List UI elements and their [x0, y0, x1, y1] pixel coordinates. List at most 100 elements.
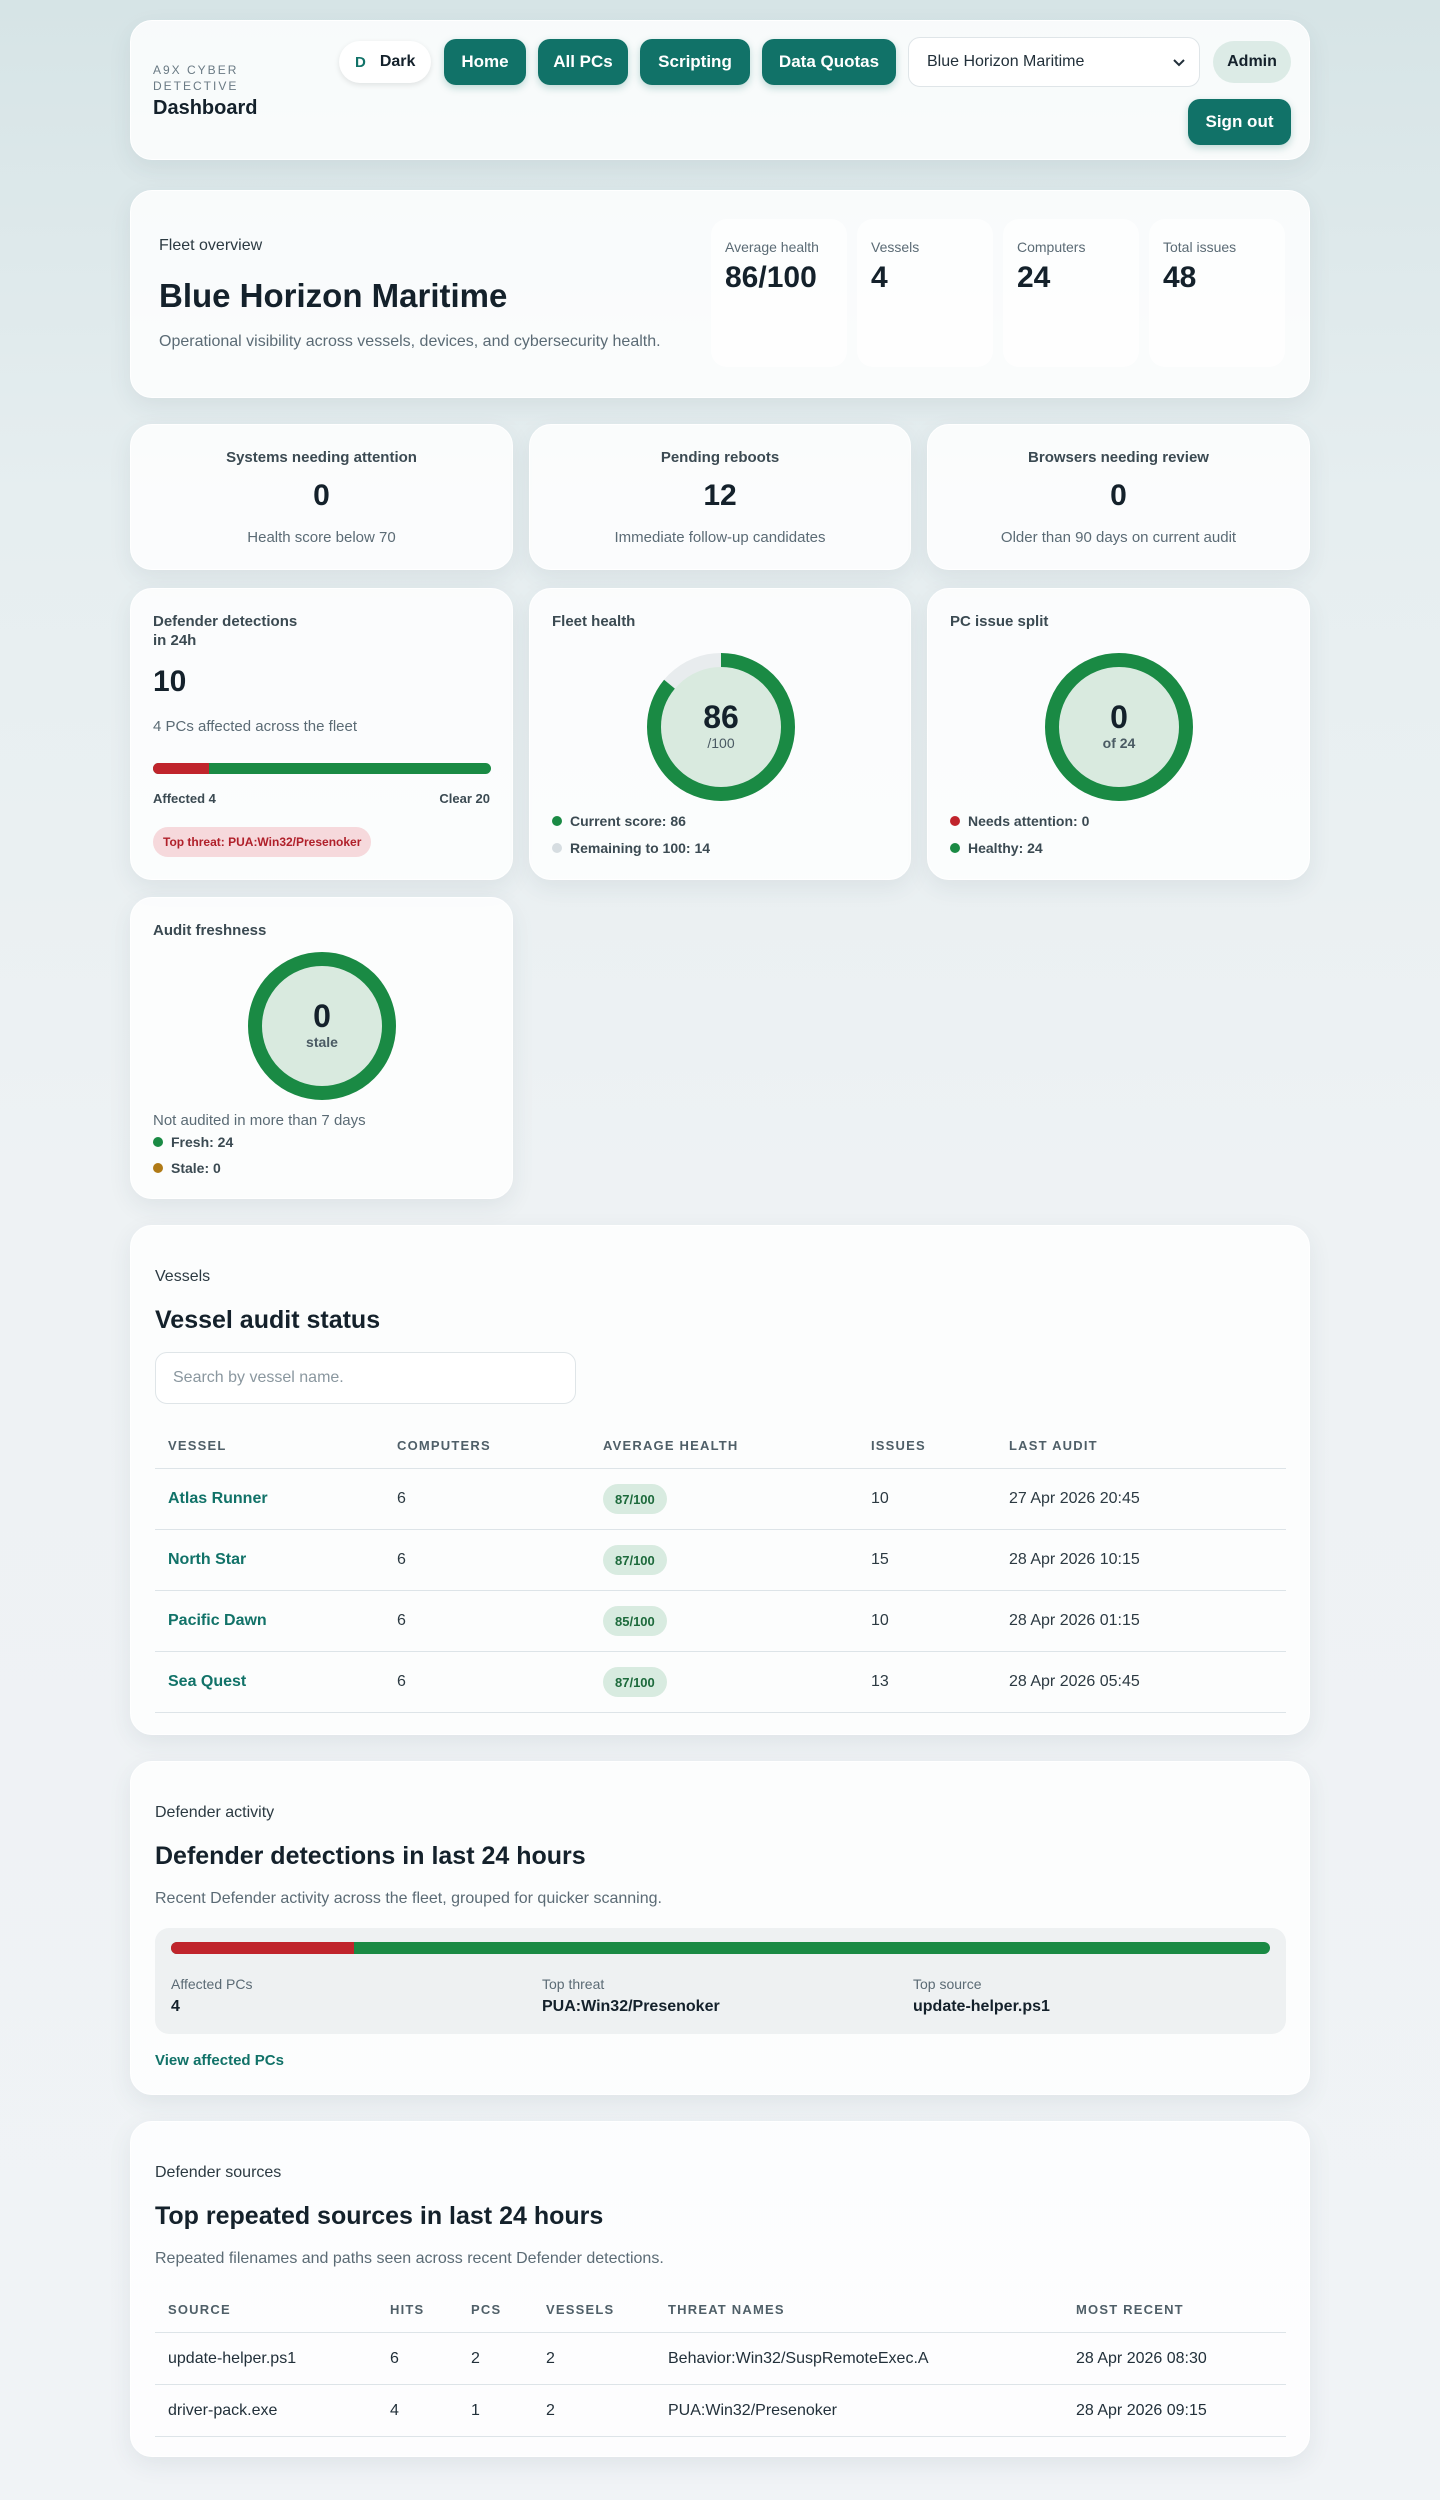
table-divider — [155, 2384, 1286, 2385]
source-vessels: 2 — [546, 2350, 555, 2367]
vessels-card: Vessels Vessel audit status Search by ve… — [130, 1225, 1310, 1735]
summary-title: Pending reboots — [660, 449, 780, 466]
defender-activity-card: Defender activity Defender detections in… — [130, 1761, 1310, 2095]
theme-toggle[interactable]: D Dark — [339, 41, 431, 83]
overview-company-name: Blue Horizon Maritime — [159, 277, 508, 314]
issue-split-sub: of 24 — [1102, 735, 1136, 751]
source-hits: 6 — [390, 2350, 399, 2367]
health-badge: 87/100 — [603, 1667, 667, 1697]
vessel-computers: 6 — [397, 1612, 406, 1629]
col-issues[interactable]: ISSUES — [871, 1438, 926, 1453]
col-source[interactable]: SOURCE — [168, 2302, 231, 2317]
activity-split-bar-affected — [171, 1942, 355, 1954]
page-title: Dashboard — [153, 97, 258, 119]
user-badge[interactable]: Admin — [1213, 41, 1291, 83]
vessels-eyebrow: Vessels — [155, 1268, 211, 1285]
defender-card-title-2: in 24h — [153, 632, 197, 649]
stat-label: Vessels — [871, 239, 920, 255]
sources-title: Top repeated sources in last 24 hours — [155, 2202, 604, 2230]
company-select[interactable]: Blue Horizon Maritime — [908, 37, 1200, 87]
chevron-down-icon — [1173, 59, 1185, 67]
fleet-health-card: Fleet health 86 /100 Current score: 86 R… — [529, 588, 911, 880]
sources-description: Repeated filenames and paths seen across… — [155, 2250, 664, 2267]
fleet-overview-card: Fleet overview Blue Horizon Maritime Ope… — [130, 190, 1310, 398]
vessel-issues: 15 — [871, 1551, 889, 1568]
vessels-title: Vessel audit status — [155, 1306, 381, 1334]
source-hits: 4 — [390, 2402, 399, 2419]
nav-data-quotas-button[interactable]: Data Quotas — [762, 39, 896, 85]
source-pcs: 1 — [471, 2402, 480, 2419]
vessel-link[interactable]: North Star — [168, 1551, 247, 1568]
vessel-computers: 6 — [397, 1551, 406, 1568]
health-badge: 85/100 — [603, 1606, 667, 1636]
stat-value: 24 — [1017, 261, 1051, 294]
legend-needs-attention: Needs attention: 0 — [950, 813, 1089, 829]
vessel-link[interactable]: Pacific Dawn — [168, 1612, 267, 1629]
source-most-recent: 28 Apr 2026 08:30 — [1076, 2350, 1207, 2367]
vessel-computers: 6 — [397, 1490, 406, 1507]
source-threats: PUA:Win32/Presenoker — [668, 2402, 837, 2419]
col-vessel[interactable]: VESSEL — [168, 1438, 227, 1453]
nav-home-button[interactable]: Home — [444, 39, 526, 85]
legend-dot-green — [950, 843, 960, 853]
overview-eyebrow: Fleet overview — [159, 237, 263, 254]
nav-scripting-button[interactable]: Scripting — [640, 39, 750, 85]
table-divider — [155, 1712, 1286, 1713]
defender-sources-card: Defender sources Top repeated sources in… — [130, 2121, 1310, 2457]
legend-label: Healthy: 24 — [968, 840, 1043, 856]
issue-split-title: PC issue split — [950, 613, 1049, 630]
vessel-link[interactable]: Sea Quest — [168, 1673, 247, 1690]
col-vessels[interactable]: VESSELS — [546, 2302, 615, 2317]
summary-title: Systems needing attention — [226, 449, 417, 466]
col-pcs[interactable]: PCS — [471, 2302, 502, 2317]
vessel-search-input[interactable]: Search by vessel name. — [155, 1352, 576, 1404]
col-last-audit[interactable]: LAST AUDIT — [1009, 1438, 1098, 1453]
legend-label: Current score: 86 — [570, 813, 686, 829]
source-pcs: 2 — [471, 2350, 480, 2367]
stat-value: 48 — [1163, 261, 1197, 294]
activity-stat-value: 4 — [171, 1998, 180, 2015]
nav-all-pcs-button[interactable]: All PCs — [538, 39, 628, 85]
source-most-recent: 28 Apr 2026 09:15 — [1076, 2402, 1207, 2419]
legend-healthy: Healthy: 24 — [950, 840, 1043, 856]
activity-summary-panel: Affected PCs 4 Top threat PUA:Win32/Pres… — [155, 1928, 1286, 2034]
audit-freshness-value: 0 — [313, 998, 331, 1034]
col-threat-names[interactable]: THREAT NAMES — [668, 2302, 785, 2317]
top-header: A9X CYBER DETECTIVE Dashboard D Dark Hom… — [130, 20, 1310, 160]
defender-split-bar-affected — [153, 763, 210, 774]
vessel-last-audit: 27 Apr 2026 20:45 — [1009, 1490, 1140, 1507]
company-select-value: Blue Horizon Maritime — [927, 53, 1085, 70]
stat-total-issues: Total issues 48 — [1149, 219, 1285, 367]
legend-stale: Stale: 0 — [153, 1160, 221, 1176]
table-divider — [155, 1529, 1286, 1530]
legend-label: Remaining to 100: 14 — [570, 840, 711, 856]
fleet-health-title: Fleet health — [552, 613, 636, 630]
defender-clear-label: Clear 20 — [439, 791, 490, 806]
summary-note: Immediate follow-up candidates — [614, 529, 826, 546]
legend-dot-green — [552, 816, 562, 826]
legend-dot-grey — [552, 843, 562, 853]
activity-stat-value: update-helper.ps1 — [913, 1998, 1050, 2015]
col-average-health[interactable]: AVERAGE HEALTH — [603, 1438, 739, 1453]
vessel-link[interactable]: Atlas Runner — [168, 1490, 268, 1507]
audit-freshness-title: Audit freshness — [153, 922, 267, 939]
stat-average-health: Average health 86/100 — [711, 219, 847, 367]
col-hits[interactable]: HITS — [390, 2302, 425, 2317]
summary-note: Health score below 70 — [247, 529, 396, 546]
activity-title: Defender detections in last 24 hours — [155, 1842, 586, 1870]
col-most-recent[interactable]: MOST RECENT — [1076, 2302, 1184, 2317]
defender-split-bar — [153, 763, 491, 774]
activity-stat-label: Top source — [913, 1976, 982, 1992]
defender-detections-card: Defender detections in 24h 10 4 PCs affe… — [130, 588, 513, 880]
activity-stat-value: PUA:Win32/Presenoker — [542, 1998, 720, 2015]
col-computers[interactable]: COMPUTERS — [397, 1438, 491, 1453]
source-vessels: 2 — [546, 2402, 555, 2419]
legend-dot-amber — [153, 1163, 163, 1173]
activity-description: Recent Defender activity across the flee… — [155, 1890, 662, 1907]
vessel-last-audit: 28 Apr 2026 05:45 — [1009, 1673, 1140, 1690]
legend-label: Fresh: 24 — [171, 1134, 234, 1150]
stat-label: Average health — [725, 239, 819, 255]
view-affected-pcs-link[interactable]: View affected PCs — [155, 2052, 284, 2069]
vessel-issues: 10 — [871, 1612, 889, 1629]
sign-out-button[interactable]: Sign out — [1188, 99, 1291, 145]
